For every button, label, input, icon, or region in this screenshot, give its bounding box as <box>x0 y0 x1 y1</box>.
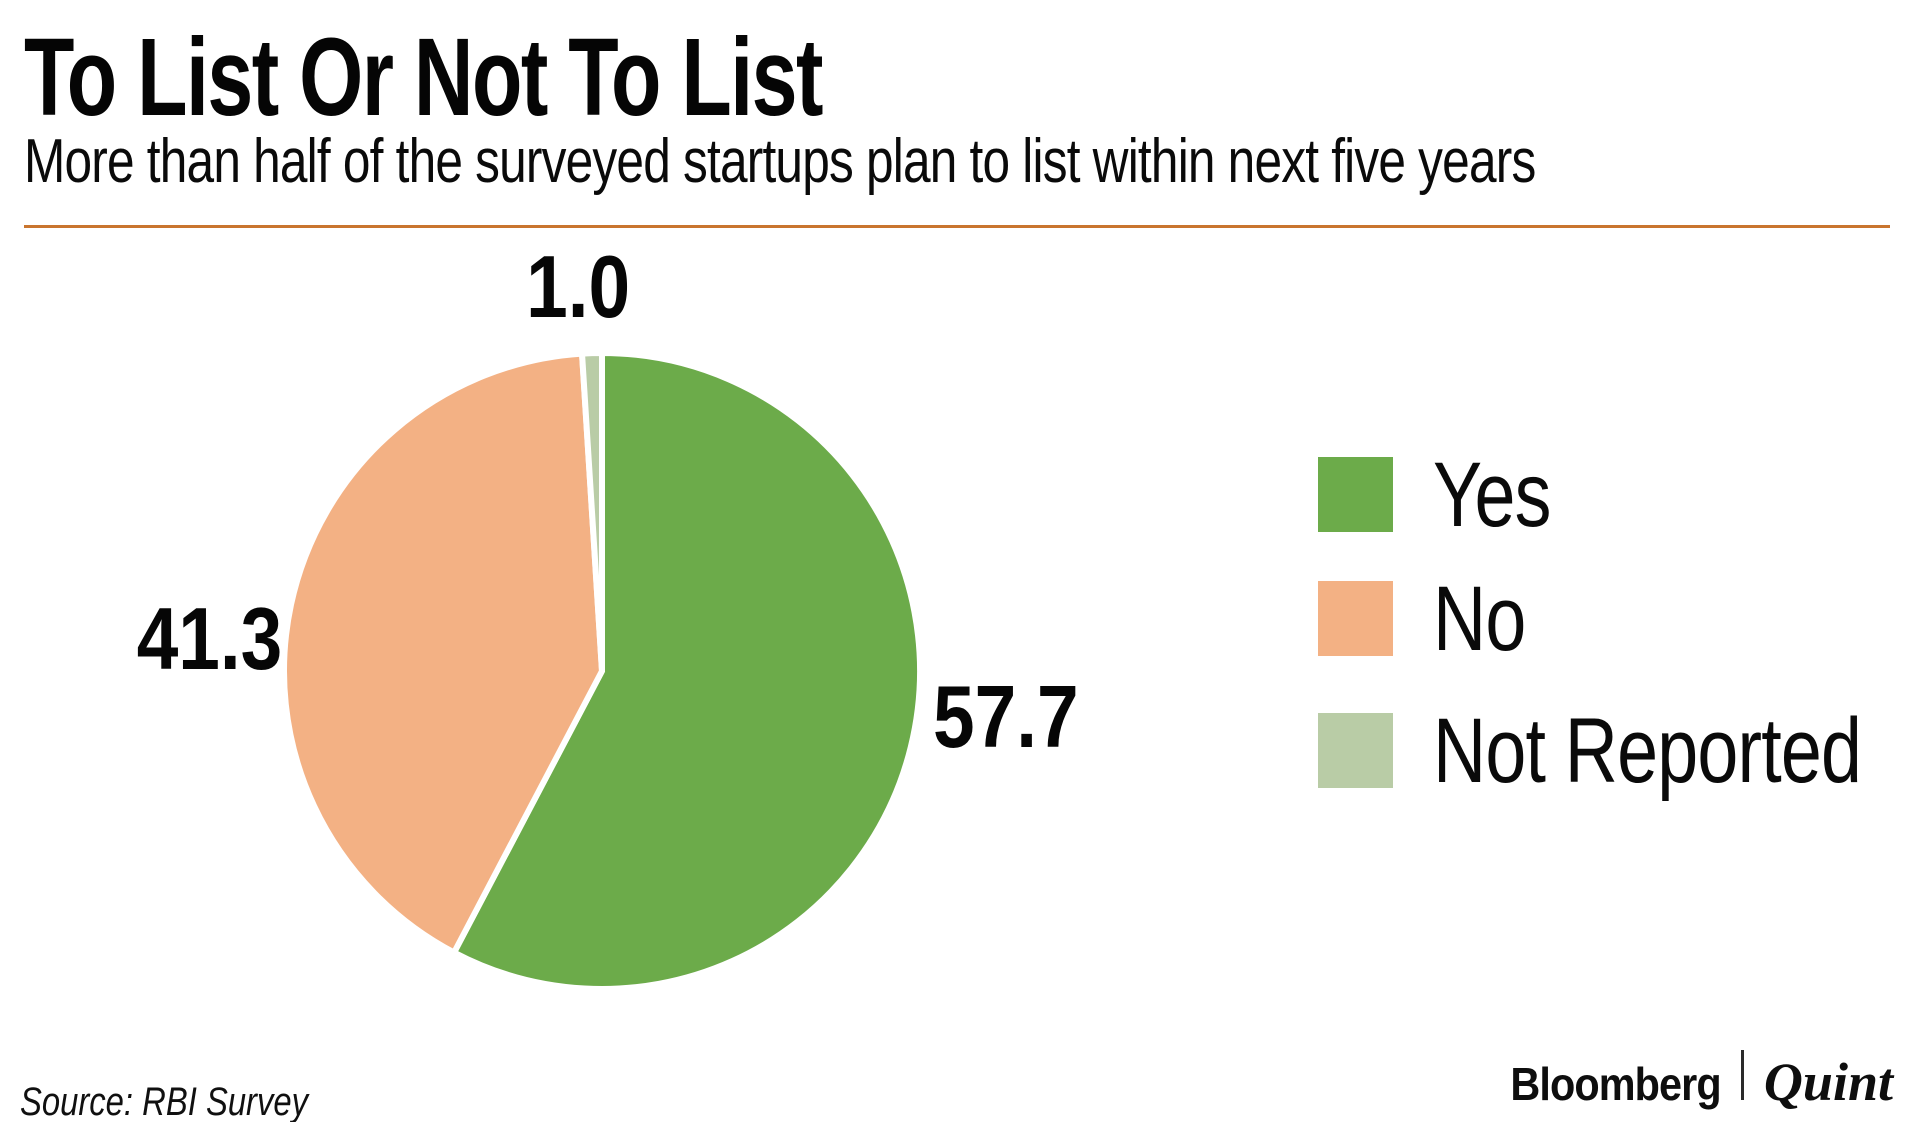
legend-label-not-reported: Not Reported <box>1433 699 1862 802</box>
page-title-text: To List Or Not To List <box>24 16 824 139</box>
legend-swatch-no <box>1318 581 1393 656</box>
chart-subtitle-text: More than half of the surveyed startups … <box>24 127 1536 196</box>
page-title: To List Or Not To List <box>24 14 1088 141</box>
pie-slice-no <box>282 351 606 957</box>
legend-item-yes: Yes <box>1318 449 1580 541</box>
pie-value-label-yes: 57.7 <box>933 667 1079 766</box>
legend-item-no: No <box>1318 573 1549 665</box>
publisher-logo: Bloomberg Quint <box>1487 1050 1893 1113</box>
logo-divider-bar <box>1740 1050 1744 1100</box>
pie-slice-yes <box>450 351 922 991</box>
legend-item-not-reported: Not Reported <box>1318 705 1920 797</box>
pie-chart <box>282 351 922 991</box>
legend-swatch-not-reported <box>1318 713 1393 788</box>
legend-label-no: No <box>1433 567 1526 670</box>
chart-subtitle: More than half of the surveyed startups … <box>24 126 1913 197</box>
accent-divider-line <box>24 225 1890 228</box>
pie-slice-not-reported <box>578 351 605 672</box>
pie-value-label-no: 41.3 <box>136 589 282 688</box>
legend-label-yes: Yes <box>1433 443 1551 546</box>
bloomberg-logo-text: Bloomberg <box>1510 1058 1722 1110</box>
pie-value-label-not-reported: 1.0 <box>526 237 630 336</box>
legend-swatch-yes <box>1318 457 1393 532</box>
quint-logo-text: Quint <box>1763 1052 1893 1112</box>
source-attribution: Source: RBI Survey <box>20 1080 309 1122</box>
